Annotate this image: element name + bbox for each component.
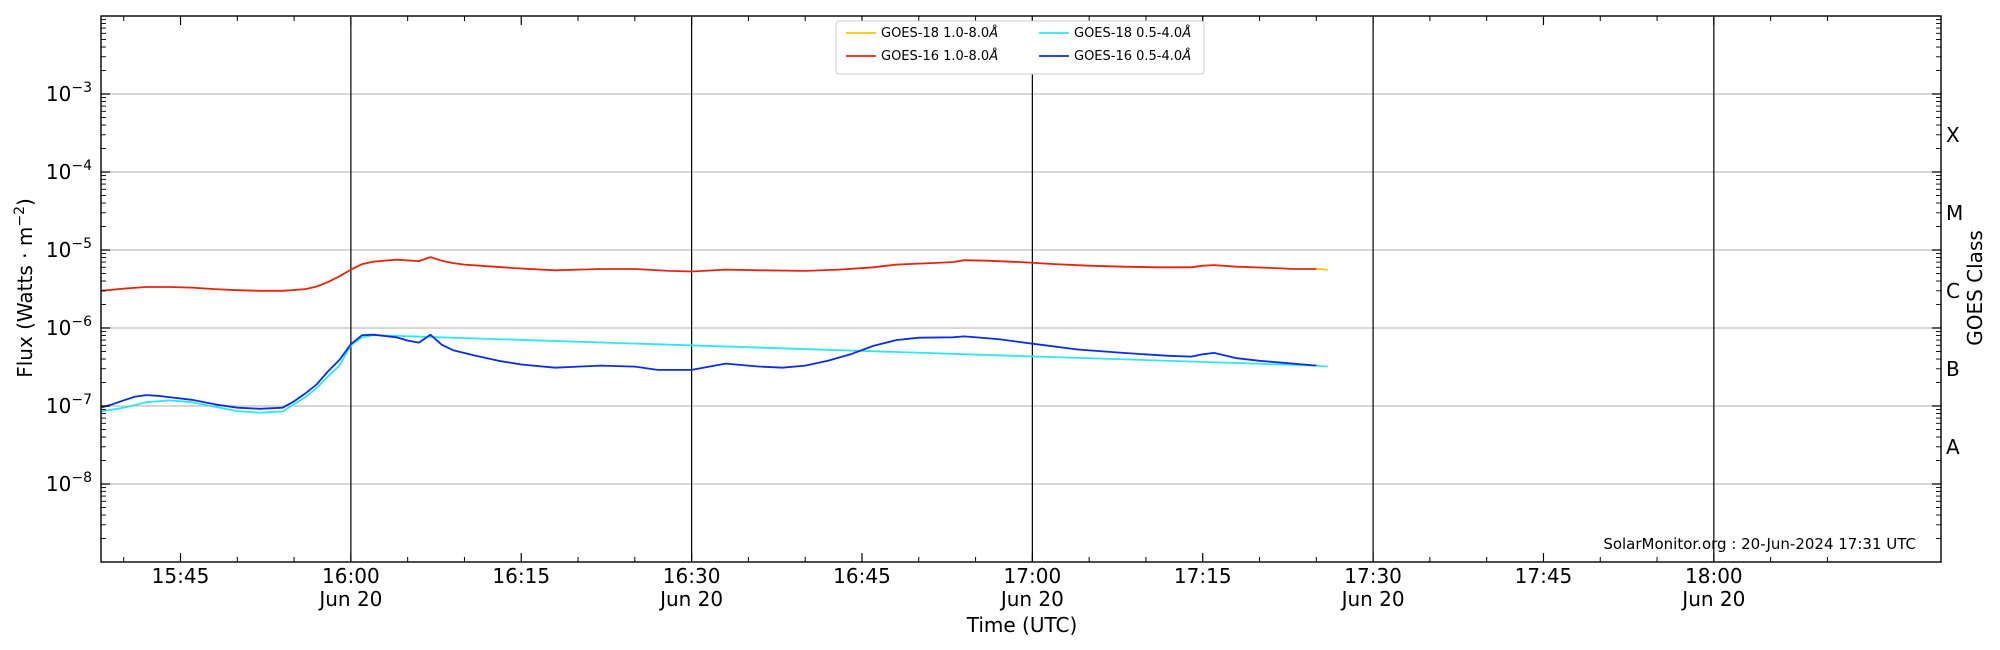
series-line: [100, 333, 1317, 410]
y-tick-label: 10−7: [46, 392, 92, 418]
legend-entry: GOES-18 0.5-4.0Å: [1074, 25, 1191, 41]
x-axis-title: Time (UTC): [966, 613, 1078, 637]
series-line: [100, 334, 1328, 414]
x-tick-label: 16:45: [833, 564, 891, 588]
goes-class-label: A: [1946, 435, 1960, 459]
y-tick-exponent: −5: [71, 236, 92, 252]
legend-entry: GOES-16 1.0-8.0Å: [881, 48, 998, 64]
plot-frame: [100, 15, 1942, 563]
y-tick-exponent: −7: [71, 392, 92, 408]
x-tick-label: 17:00: [1004, 564, 1062, 588]
credit-text: SolarMonitor.org : 20-Jun-2024 17:31 UTC: [1603, 535, 1916, 553]
x-tick-label: 17:30: [1344, 564, 1402, 588]
goes-class-axis-title: GOES Class: [1963, 230, 1987, 346]
goes-class-label: M: [1946, 201, 1963, 225]
y-axis-title-close: ): [13, 198, 37, 206]
y-tick-exponent: −6: [71, 314, 92, 330]
x-tick-label: 17:45: [1515, 564, 1573, 588]
legend-entry: GOES-16 0.5-4.0Å: [1074, 48, 1191, 64]
y-axis-title: Flux (Watts · m−2): [12, 198, 37, 378]
legend-entry-name: GOES-16 1.0-8.0: [881, 49, 989, 64]
y-tick-label: 10−6: [46, 314, 92, 340]
legend-entry-name: GOES-18 1.0-8.0: [881, 26, 989, 41]
series-lines: [100, 256, 1328, 414]
y-tick-exponent: −4: [71, 158, 92, 174]
y-tick-base: 10: [46, 82, 71, 106]
y-tick-exponent: −8: [71, 470, 92, 486]
legend-entry-name: GOES-16 0.5-4.0: [1074, 49, 1182, 64]
y-axis-title-main: Flux (Watts · m: [13, 227, 37, 378]
x-tick-date-label: Jun 20: [658, 587, 723, 611]
x-tick-date-label: Jun 20: [317, 587, 382, 611]
goes-class-label: X: [1946, 123, 1960, 147]
y-tick-label: 10−8: [46, 470, 92, 496]
legend-entry-unit: Å: [988, 25, 998, 41]
y-tick-base: 10: [46, 394, 71, 418]
x-tick-label: 15:45: [152, 564, 210, 588]
y-tick-label: 10−4: [46, 158, 92, 184]
legend-entry: GOES-18 1.0-8.0Å: [881, 25, 998, 41]
goes-class-label: B: [1946, 357, 1960, 381]
x-tick-label: 16:30: [663, 564, 721, 588]
series-line: [1316, 268, 1328, 271]
legend-entry-unit: Å: [988, 48, 998, 64]
x-tick-label: 17:15: [1174, 564, 1232, 588]
y-tick-label: 10−3: [46, 80, 92, 106]
x-tick-label: 16:15: [492, 564, 550, 588]
y-tick-exponent: −3: [71, 80, 92, 96]
x-tick-date-label: Jun 20: [1340, 587, 1405, 611]
legend-entry-unit: Å: [1181, 25, 1191, 41]
y-tick-label: 10−5: [46, 236, 92, 262]
y-tick-base: 10: [46, 316, 71, 340]
y-tick-base: 10: [46, 160, 71, 184]
x-tick-label: 16:00: [322, 564, 380, 588]
legend-entry-unit: Å: [1181, 48, 1191, 64]
y-axis-title-exponent: −2: [12, 206, 28, 227]
x-tick-label: 18:00: [1685, 564, 1743, 588]
x-tick-date-label: Jun 20: [999, 587, 1064, 611]
y-tick-base: 10: [46, 472, 71, 496]
x-tick-date-label: Jun 20: [1680, 587, 1745, 611]
series-line: [100, 256, 1317, 292]
goes-class-label: C: [1946, 279, 1960, 303]
legend-box: [835, 20, 1205, 75]
axis-ticks: [101, 16, 1941, 562]
y-tick-base: 10: [46, 238, 71, 262]
legend-entry-name: GOES-18 0.5-4.0: [1074, 26, 1182, 41]
grid-lines: [101, 16, 1941, 562]
